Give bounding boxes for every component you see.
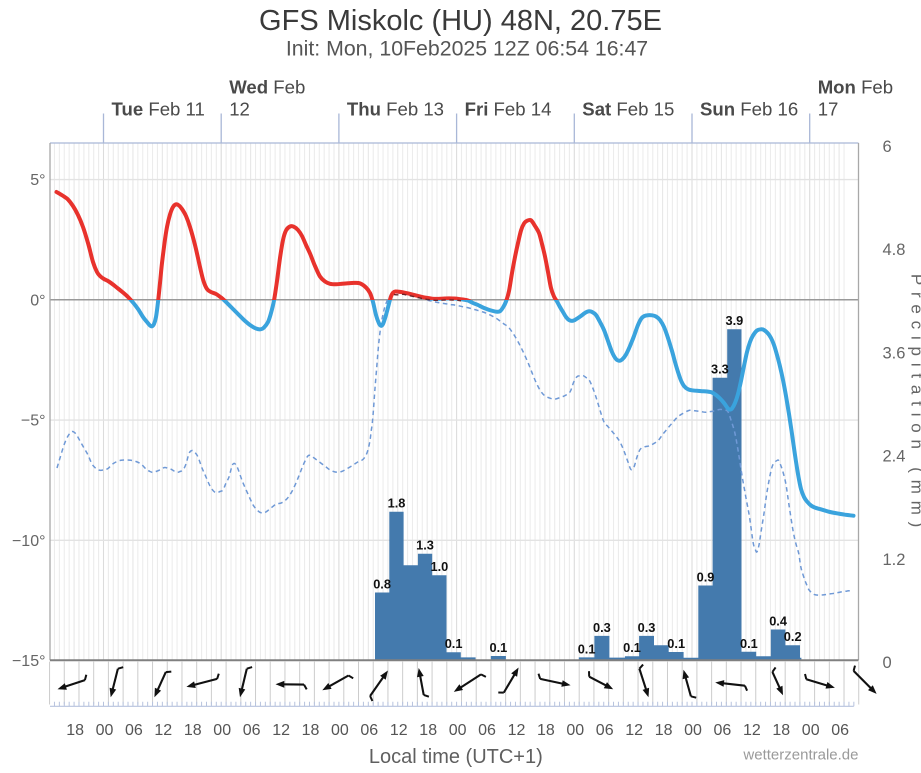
svg-text:0.1: 0.1 [667,636,685,651]
svg-text:Sun Feb 16: Sun Feb 16 [700,99,798,120]
svg-text:17: 17 [818,99,839,120]
svg-text:Mon Feb: Mon Feb [818,77,893,98]
svg-text:06: 06 [360,722,378,739]
svg-text:12: 12 [272,722,290,739]
svg-text:−15°: −15° [12,653,46,670]
svg-text:wetterzentrale.de: wetterzentrale.de [742,747,858,764]
svg-text:12: 12 [625,722,643,739]
svg-text:18: 18 [419,722,437,739]
svg-text:06: 06 [125,722,143,739]
svg-text:1.0: 1.0 [431,559,449,574]
svg-text:06: 06 [478,722,496,739]
svg-text:Tue Feb 11: Tue Feb 11 [112,99,205,120]
svg-text:1.8: 1.8 [388,496,406,511]
svg-text:06: 06 [714,722,732,739]
svg-text:0.3: 0.3 [593,620,611,635]
svg-text:12: 12 [508,722,526,739]
svg-text:18: 18 [655,722,673,739]
svg-text:00: 00 [213,722,231,739]
svg-text:18: 18 [66,722,84,739]
svg-text:Thu Feb 13: Thu Feb 13 [347,99,444,120]
svg-text:−10°: −10° [12,533,46,550]
svg-text:0.4: 0.4 [769,614,788,629]
svg-text:4.8: 4.8 [883,241,906,259]
svg-text:0.3: 0.3 [638,620,656,635]
svg-text:0.9: 0.9 [697,570,715,585]
svg-text:00: 00 [449,722,467,739]
svg-text:18: 18 [772,722,790,739]
svg-text:6: 6 [883,138,892,156]
svg-text:06: 06 [596,722,614,739]
svg-text:18: 18 [184,722,202,739]
svg-text:5°: 5° [30,172,45,189]
svg-text:GFS Miskolc (HU) 48N, 20.75E: GFS Miskolc (HU) 48N, 20.75E [259,5,662,37]
svg-text:−5°: −5° [21,413,46,430]
svg-text:00: 00 [802,722,820,739]
svg-text:0.1: 0.1 [490,640,508,655]
svg-text:0.1: 0.1 [445,636,463,651]
svg-text:12: 12 [743,722,761,739]
svg-text:18: 18 [537,722,555,739]
svg-text:Local time (UTC+1): Local time (UTC+1) [369,746,543,768]
svg-text:1.3: 1.3 [416,538,434,553]
svg-text:18: 18 [302,722,320,739]
svg-text:1.2: 1.2 [883,551,906,569]
svg-text:00: 00 [566,722,584,739]
svg-text:Sat Feb 15: Sat Feb 15 [582,99,674,120]
svg-text:06: 06 [831,722,849,739]
svg-text:00: 00 [96,722,114,739]
svg-text:06: 06 [243,722,261,739]
svg-text:12: 12 [154,722,172,739]
svg-text:Wed Feb: Wed Feb [229,77,305,98]
svg-text:00: 00 [331,722,349,739]
svg-text:0.8: 0.8 [373,577,391,592]
svg-text:0.1: 0.1 [740,636,758,651]
svg-text:0: 0 [883,654,892,672]
svg-text:0°: 0° [30,292,45,309]
svg-text:3.3: 3.3 [711,362,729,377]
svg-text:3.6: 3.6 [883,344,906,362]
svg-text:00: 00 [684,722,702,739]
svg-text:Precipitation (mm): Precipitation (mm) [908,274,921,534]
svg-text:0.1: 0.1 [623,640,641,655]
svg-text:12: 12 [390,722,408,739]
svg-text:0.1: 0.1 [578,641,596,656]
svg-text:0.2: 0.2 [784,629,802,644]
svg-text:12: 12 [229,99,250,120]
svg-text:Fri Feb 14: Fri Feb 14 [465,99,552,120]
svg-text:3.9: 3.9 [726,313,744,328]
svg-text:2.4: 2.4 [883,448,906,466]
svg-text:Init: Mon, 10Feb2025 12Z 06:54: Init: Mon, 10Feb2025 12Z 06:54 16:47 [286,37,648,61]
